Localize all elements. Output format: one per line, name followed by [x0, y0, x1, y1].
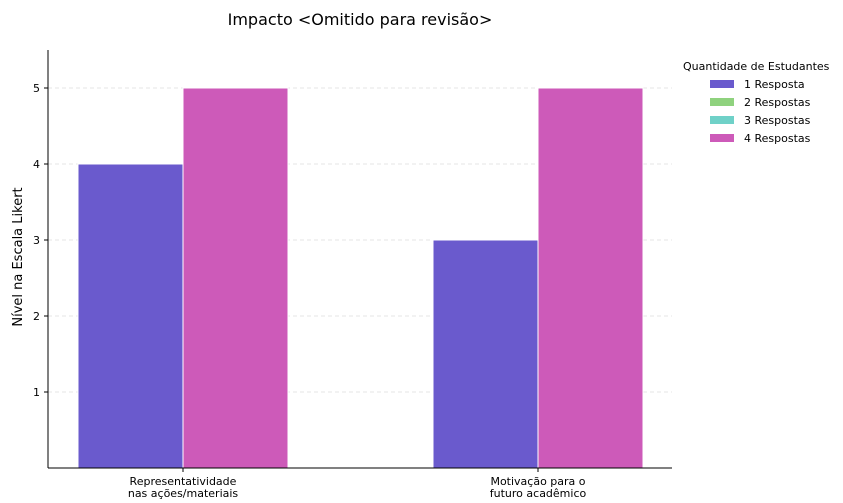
y-axis-label: Nível na Escala Likert	[11, 187, 26, 326]
legend: Quantidade de Estudantes 1 Resposta 2 Resp…	[683, 60, 830, 145]
x-tick-label: Representatividade nas ações/materiais	[128, 475, 239, 500]
legend-swatch	[710, 116, 734, 124]
legend-entry: 2 Respostas	[744, 96, 811, 109]
y-tick-label: 1	[33, 386, 40, 399]
legend-title: Quantidade de Estudantes	[683, 60, 830, 73]
x-ticks: Representatividade nas ações/materiais Mot…	[128, 468, 587, 500]
y-tick-label: 4	[33, 158, 40, 171]
bar	[77, 163, 184, 469]
y-tick-label: 3	[33, 234, 40, 247]
bar	[182, 87, 289, 469]
legend-swatch	[710, 134, 734, 142]
y-tick-label: 5	[33, 82, 40, 95]
legend-swatch	[710, 98, 734, 106]
axes	[47, 50, 672, 469]
y-ticks: 1 2 3 4 5	[33, 82, 48, 399]
chart-title: Impacto <Omitido para revisão>	[228, 10, 493, 29]
legend-entry: 1 Resposta	[744, 78, 805, 91]
bars	[77, 87, 644, 469]
legend-entry: 3 Respostas	[744, 114, 811, 127]
y-tick-label: 2	[33, 310, 40, 323]
legend-swatch	[710, 80, 734, 88]
bar	[432, 239, 539, 469]
x-tick-label: Motivação para o futuro acadêmico	[490, 475, 587, 500]
bar	[537, 87, 644, 469]
legend-entry: 4 Respostas	[744, 132, 811, 145]
